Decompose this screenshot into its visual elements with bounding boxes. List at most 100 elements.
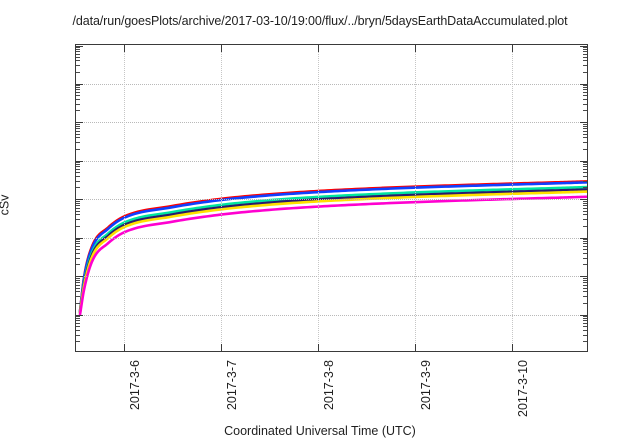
y-axis-minor-tick (76, 291, 80, 293)
y-axis-minor-tick (76, 277, 80, 279)
y-axis-minor-tick (76, 243, 80, 245)
y-axis-minor-tick (76, 279, 80, 281)
y-axis-minor-tick (76, 302, 80, 304)
y-axis-minor-tick (76, 56, 80, 58)
y-axis-minor-tick (76, 320, 80, 322)
y-axis-minor-tick (76, 246, 80, 248)
y-axis-minor-tick (583, 239, 587, 241)
y-axis-minor-tick (583, 204, 587, 206)
y-axis-minor-tick (76, 92, 80, 94)
x-axis-tick (415, 45, 417, 52)
x-axis-tick (512, 344, 514, 351)
y-axis-minor-tick (583, 142, 587, 144)
y-axis-minor-tick (583, 323, 587, 325)
plot-area (76, 45, 587, 351)
y-axis-minor-tick (76, 71, 80, 73)
y-axis-tick (76, 237, 83, 239)
y-axis-minor-tick (583, 46, 587, 48)
y-axis-minor-tick (76, 125, 80, 127)
y-axis-minor-tick (583, 281, 587, 283)
y-axis-minor-tick (76, 98, 80, 100)
y-axis-minor-tick (583, 137, 587, 139)
y-axis-minor-tick (76, 214, 80, 216)
y-axis-minor-tick (583, 148, 587, 150)
y-axis-minor-tick (583, 302, 587, 304)
y-axis-minor-tick (76, 133, 80, 135)
curve-curve-3 (80, 187, 587, 313)
y-axis-minor-tick (583, 243, 587, 245)
y-axis-minor-tick (583, 279, 587, 281)
y-axis-minor-tick (583, 320, 587, 322)
gridline-horizontal (76, 237, 587, 239)
y-axis-minor-tick (76, 85, 80, 87)
y-axis-minor-tick (76, 169, 80, 171)
y-axis-minor-tick (76, 48, 80, 50)
y-axis-minor-tick (583, 166, 587, 168)
y-axis-minor-tick (583, 284, 587, 286)
y-axis-minor-tick (76, 323, 80, 325)
y-axis-minor-tick (583, 92, 587, 94)
y-axis-minor-tick (583, 187, 587, 189)
x-axis-tick (221, 344, 223, 351)
y-axis-tick (580, 199, 587, 200)
y-axis-minor-tick (583, 98, 587, 100)
y-axis-minor-tick (583, 133, 587, 135)
y-axis-minor-tick (76, 210, 80, 212)
y-axis-minor-tick (76, 46, 80, 48)
y-axis-minor-tick (583, 50, 587, 52)
y-axis-minor-tick (583, 210, 587, 212)
y-axis-minor-tick (583, 334, 587, 336)
y-axis-minor-tick (583, 326, 587, 328)
y-axis-minor-tick (76, 127, 80, 129)
y-axis-minor-tick (76, 316, 80, 318)
y-axis-minor-tick (76, 296, 80, 298)
y-axis-minor-tick (76, 65, 80, 67)
x-axis-tick (512, 45, 514, 52)
y-axis-minor-tick (583, 296, 587, 298)
y-axis-minor-tick (76, 60, 80, 62)
y-axis-minor-tick (76, 257, 80, 259)
y-axis-minor-tick (76, 207, 80, 209)
y-axis-tick (580, 276, 587, 277)
y-axis-minor-tick (76, 175, 80, 177)
gridline-horizontal (76, 276, 587, 277)
y-axis-minor-tick (76, 329, 80, 331)
y-axis-minor-tick (76, 219, 80, 221)
y-axis-minor-tick (583, 257, 587, 259)
y-axis-tick (580, 314, 587, 316)
y-axis-minor-tick (583, 277, 587, 279)
x-tick-label: 2017-3-9 (419, 360, 434, 411)
gridline-horizontal (76, 160, 587, 162)
y-axis-tick (76, 199, 83, 200)
gridline-horizontal (76, 122, 587, 123)
y-axis-minor-tick (583, 180, 587, 182)
gridline-vertical (415, 45, 417, 351)
y-axis-tick (76, 314, 83, 316)
y-axis-tick (580, 237, 587, 239)
y-axis-tick (580, 122, 587, 123)
data-curves (76, 45, 587, 351)
y-axis-minor-tick (583, 123, 587, 125)
y-axis-minor-tick (583, 169, 587, 171)
y-axis-minor-tick (583, 110, 587, 112)
y-axis-minor-tick (76, 180, 80, 182)
y-axis-minor-tick (583, 60, 587, 62)
y-axis-minor-tick (583, 87, 587, 89)
y-axis-minor-tick (583, 225, 587, 227)
y-axis-label: cSv (0, 194, 12, 216)
x-tick-label: 2017-3-8 (322, 360, 337, 411)
x-tick-label: 2017-3-10 (516, 360, 531, 417)
y-axis-minor-tick (76, 172, 80, 174)
y-axis-minor-tick (76, 103, 80, 105)
y-axis-minor-tick (583, 252, 587, 254)
y-axis-minor-tick (583, 207, 587, 209)
y-axis-minor-tick (76, 334, 80, 336)
y-axis-minor-tick (76, 53, 80, 55)
y-axis-minor-tick (583, 175, 587, 177)
y-axis-minor-tick (583, 125, 587, 127)
y-axis-minor-tick (76, 148, 80, 150)
y-axis-minor-tick (583, 71, 587, 73)
y-axis-minor-tick (76, 123, 80, 125)
y-axis-minor-tick (76, 200, 80, 202)
x-axis-tick (124, 45, 126, 52)
